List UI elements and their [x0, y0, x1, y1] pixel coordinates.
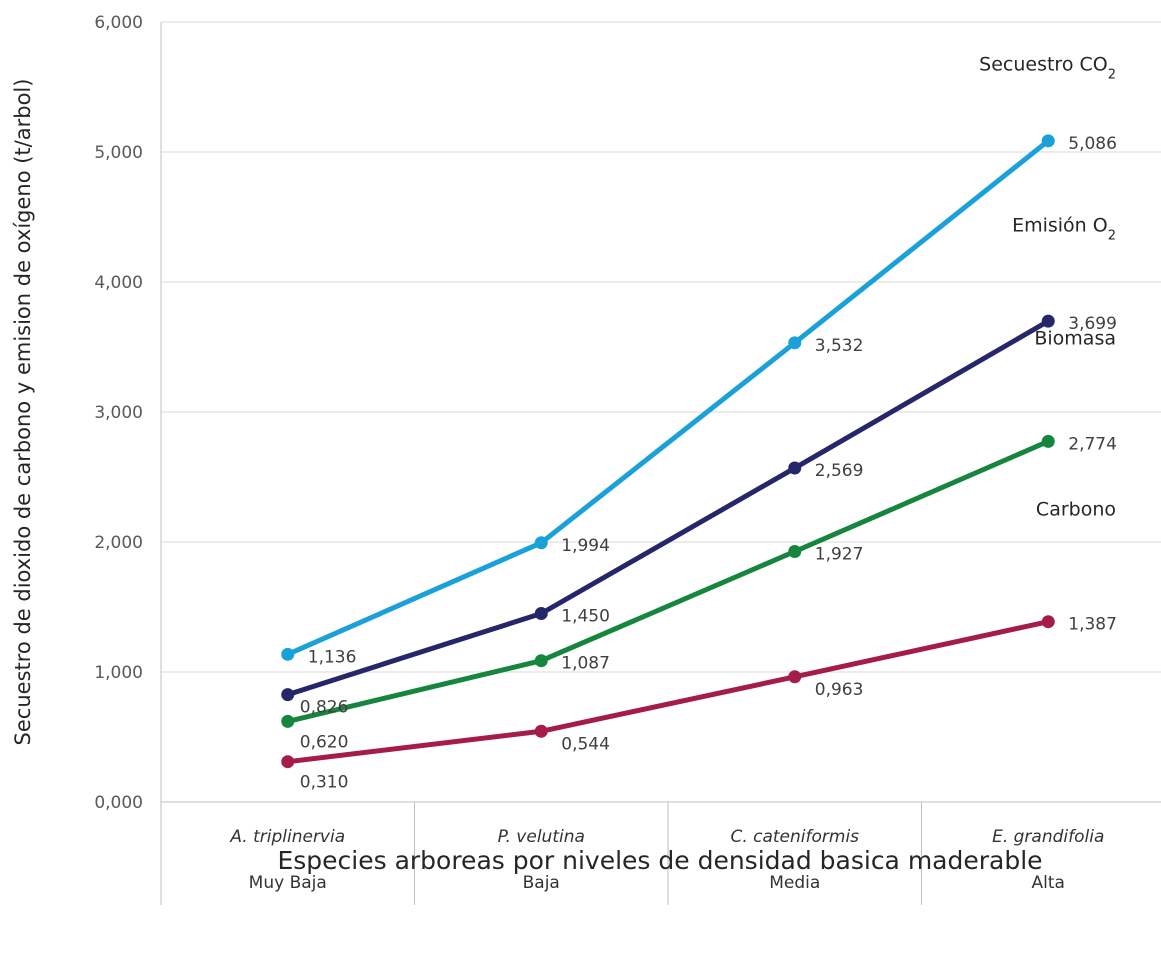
data-point — [281, 688, 295, 702]
y-tick-label: 1,000 — [94, 663, 143, 683]
data-point — [281, 647, 295, 661]
y-tick-label: 5,000 — [94, 143, 143, 163]
category-label: E. grandifolia — [992, 827, 1104, 847]
y-tick-label: 2,000 — [94, 533, 143, 553]
y-tick-label: 0,000 — [94, 793, 143, 813]
data-point — [788, 461, 802, 475]
data-point — [1041, 615, 1055, 629]
x-axis-categories: A. triplinervia P. velutina C. cateniformi… — [229, 802, 1104, 905]
category-label: P. velutina — [498, 827, 585, 847]
data-point — [534, 654, 548, 668]
series-name-label: Biomasa — [1034, 328, 1116, 350]
data-label: 1,136 — [308, 647, 357, 667]
y-axis-ticks: 0,000 1,000 2,000 3,000 4,000 5,000 6,000 — [94, 13, 143, 813]
data-label: 0,826 — [300, 698, 349, 718]
data-point — [788, 336, 802, 350]
y-tick-label: 3,000 — [94, 403, 143, 423]
gridlines — [161, 21, 1161, 673]
series-line — [285, 438, 1051, 724]
series-name-label: Carbono — [1036, 499, 1116, 521]
data-point — [281, 714, 295, 728]
y-tick-label: 6,000 — [94, 13, 143, 33]
series-line — [285, 619, 1051, 765]
data-label: 1,927 — [815, 544, 864, 564]
series-name-subscript: 2 — [1108, 228, 1116, 243]
data-point — [281, 755, 295, 769]
y-tick-label: 4,000 — [94, 273, 143, 293]
series-name-label: Emisión O2 — [1012, 214, 1116, 243]
data-label: 3,699 — [1068, 314, 1117, 334]
category-label: C. cateniformis — [730, 827, 859, 847]
series-name-subscript: 2 — [1108, 67, 1116, 82]
data-label: 0,963 — [815, 680, 864, 700]
data-point — [534, 724, 548, 738]
data-label: 3,532 — [815, 336, 864, 356]
data-label: 5,086 — [1068, 134, 1117, 154]
data-label: 1,087 — [561, 654, 610, 674]
level-label: Baja — [523, 873, 560, 893]
data-label: 1,450 — [561, 607, 610, 627]
data-label: 1,994 — [561, 536, 610, 556]
data-labels: 1,136 1,994 3,532 5,086 0,826 1,450 2,569 3,699… — [300, 134, 1117, 793]
level-label: Alta — [1032, 873, 1065, 893]
data-point — [534, 536, 548, 550]
series-line — [285, 318, 1051, 698]
x-axis-label: Especies arboreas por niveles de densida… — [277, 846, 1042, 875]
data-label: 1,387 — [1068, 615, 1117, 635]
axes — [160, 22, 1161, 905]
data-point — [1041, 134, 1055, 148]
data-label: 0,620 — [300, 732, 349, 752]
data-label: 0,310 — [300, 773, 349, 793]
data-label: 2,774 — [1068, 434, 1117, 454]
category-label: A. triplinervia — [229, 827, 345, 847]
data-label: 0,544 — [561, 734, 610, 754]
data-label: 2,569 — [815, 461, 864, 481]
y-axis-label: Secuestro de dioxido de carbono y emisio… — [11, 79, 35, 746]
series-group — [281, 134, 1055, 769]
level-label: Muy Baja — [249, 873, 327, 893]
series-line — [285, 138, 1051, 657]
series-name-label: Secuestro CO2 — [979, 54, 1116, 83]
data-point — [788, 670, 802, 684]
data-point — [1041, 314, 1055, 328]
data-point — [534, 607, 548, 620]
data-point — [1041, 434, 1055, 448]
level-label: Media — [769, 873, 820, 893]
data-point — [788, 544, 802, 558]
